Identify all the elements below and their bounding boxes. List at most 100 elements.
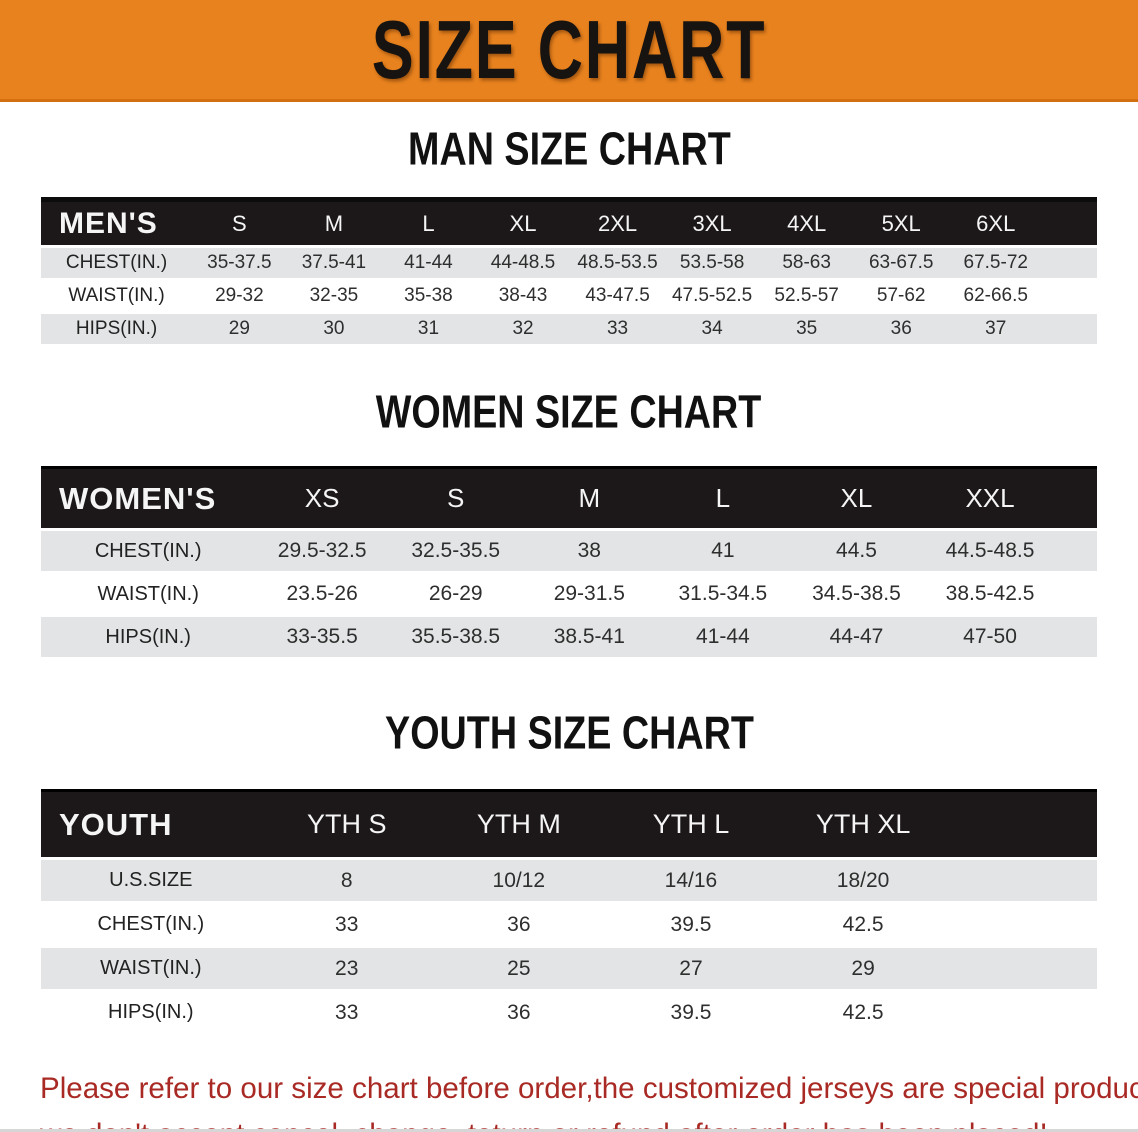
measurement-value-cell: 35 [759, 312, 854, 347]
measurement-value-cell: 38.5-41 [522, 615, 657, 660]
group-label: WOMEN'S [41, 466, 256, 531]
measurement-row-label: WAIST(IN.) [41, 572, 256, 617]
header-spacer [1043, 197, 1097, 248]
size-column-header: 3XL [664, 197, 760, 248]
measurement-value-cell: 41-44 [381, 246, 476, 281]
measurement-row: WAIST(IN.) 29-32 32-35 35-38 38-43 43-47.5 47.… [41, 279, 1097, 314]
measurement-row: HIPS(IN.) 33 36 39.5 42.5 [41, 990, 1097, 1036]
measurement-value-cell: 31 [381, 312, 476, 347]
measurement-value-cell: 41-44 [656, 615, 790, 660]
measurement-value-cell: 31.5-34.5 [656, 572, 790, 617]
measurement-row-label: WAIST(IN.) [41, 279, 193, 314]
measurement-value-cell: 41 [656, 529, 790, 574]
size-column-header: M [522, 466, 657, 531]
men-size-section: MAN SIZE CHART MEN'S S M L XL 2XL 3XL 4XL 5XL 6XL… [0, 123, 1138, 347]
measurement-value-cell: 42.5 [777, 990, 950, 1036]
row-spacer [1056, 572, 1097, 617]
row-spacer [1043, 246, 1097, 281]
measurement-value-cell: 37.5-41 [286, 246, 382, 281]
measurement-value-cell: 57-62 [853, 279, 949, 314]
row-spacer [949, 858, 1097, 904]
measurement-value-cell: 26-29 [388, 572, 523, 617]
size-column-header: YTH XL [777, 789, 950, 860]
measurement-row-label: HIPS(IN.) [41, 990, 261, 1036]
order-notice-line-1: Please refer to our size chart before or… [40, 1072, 1138, 1105]
measurement-row: CHEST(IN.) 35-37.5 37.5-41 41-44 44-48.5 48.5… [41, 246, 1097, 281]
row-spacer [1043, 279, 1097, 314]
youth-size-section: YOUTH SIZE CHART YOUTH YTH S YTH M YTH L YTH… [0, 707, 1138, 1036]
size-column-header: YTH L [604, 789, 778, 860]
measurement-value-cell: 32.5-35.5 [388, 529, 523, 574]
measurement-value-cell: 47.5-52.5 [664, 279, 760, 314]
row-spacer [949, 990, 1097, 1036]
size-column-header: L [381, 197, 476, 248]
measurement-row: U.S.SIZE 8 10/12 14/16 18/20 [41, 858, 1097, 904]
measurement-value-cell: 36 [853, 312, 949, 347]
measurement-row: WAIST(IN.) 23.5-26 26-29 29-31.5 31.5-34.5 34… [41, 572, 1097, 617]
group-label: YOUTH [41, 789, 261, 860]
measurement-value-cell: 67.5-72 [948, 246, 1044, 281]
size-column-header: 5XL [853, 197, 949, 248]
measurement-row-label: HIPS(IN.) [41, 312, 193, 347]
measurement-value-cell: 29-32 [192, 279, 287, 314]
measurement-value-cell: 35-38 [381, 279, 476, 314]
measurement-row-label: CHEST(IN.) [41, 529, 256, 574]
size-column-header: S [388, 466, 523, 531]
measurement-value-cell: 52.5-57 [759, 279, 854, 314]
measurement-value-cell: 39.5 [604, 902, 778, 948]
measurement-value-cell: 30 [286, 312, 382, 347]
measurement-row-label: CHEST(IN.) [41, 902, 261, 948]
measurement-value-cell: 43-47.5 [570, 279, 665, 314]
size-column-header: 2XL [570, 197, 665, 248]
measurement-row: HIPS(IN.) 33-35.5 35.5-38.5 38.5-41 41-44 44-… [41, 615, 1097, 660]
row-spacer [1056, 615, 1097, 660]
measurement-value-cell: 29 [192, 312, 287, 347]
size-column-header: XL [789, 466, 924, 531]
women-size-table: WOMEN'S XS S M L XL XXL CHEST(IN.) 29.5-32.5 32.5… [41, 466, 1097, 660]
order-notice: Please refer to our size chart before or… [40, 1066, 1138, 1132]
measurement-value-cell: 23.5-26 [255, 572, 389, 617]
measurement-value-cell: 44.5-48.5 [923, 529, 1057, 574]
header-spacer [949, 789, 1097, 860]
youth-section-title: YOUTH SIZE CHART [384, 707, 754, 759]
measurement-value-cell: 44-48.5 [475, 246, 571, 281]
measurement-value-cell: 33 [260, 990, 433, 1036]
size-column-header: M [286, 197, 382, 248]
group-label: MEN'S [41, 197, 193, 248]
measurement-row: WAIST(IN.) 23 25 27 29 [41, 946, 1097, 992]
size-column-header: YTH S [260, 789, 433, 860]
size-header-row: YOUTH YTH S YTH M YTH L YTH XL [41, 789, 1097, 860]
measurement-value-cell: 62-66.5 [948, 279, 1044, 314]
measurement-row: CHEST(IN.) 29.5-32.5 32.5-35.5 38 41 44.5 44.5… [41, 529, 1097, 574]
measurement-value-cell: 37 [948, 312, 1044, 347]
measurement-value-cell: 38-43 [475, 279, 571, 314]
measurement-value-cell: 18/20 [777, 858, 950, 904]
size-column-header: L [656, 466, 790, 531]
measurement-value-cell: 44-47 [789, 615, 924, 660]
women-size-section: WOMEN SIZE CHART WOMEN'S XS S M L XL XXL CHEST(… [0, 386, 1138, 660]
size-column-header: XXL [923, 466, 1057, 531]
measurement-value-cell: 10/12 [432, 858, 605, 904]
measurement-value-cell: 34.5-38.5 [789, 572, 924, 617]
measurement-value-cell: 23 [260, 946, 433, 992]
bottom-edge-strip [0, 1129, 1138, 1132]
measurement-value-cell: 34 [664, 312, 760, 347]
measurement-value-cell: 47-50 [923, 615, 1057, 660]
header-spacer [1056, 466, 1097, 531]
banner-title: SIZE CHART [371, 3, 767, 96]
row-spacer [1056, 529, 1097, 574]
measurement-value-cell: 29-31.5 [522, 572, 657, 617]
measurement-value-cell: 35-37.5 [192, 246, 287, 281]
measurement-value-cell: 39.5 [604, 990, 778, 1036]
measurement-value-cell: 33 [570, 312, 665, 347]
size-column-header: 4XL [759, 197, 854, 248]
measurement-row-label: WAIST(IN.) [41, 946, 261, 992]
measurement-value-cell: 36 [432, 902, 605, 948]
size-column-header: 6XL [948, 197, 1044, 248]
measurement-value-cell: 27 [604, 946, 778, 992]
men-section-title: MAN SIZE CHART [407, 123, 731, 175]
row-spacer [1043, 312, 1097, 347]
men-size-table: MEN'S S M L XL 2XL 3XL 4XL 5XL 6XL CHEST(IN.) 35-37… [41, 197, 1097, 347]
measurement-value-cell: 14/16 [604, 858, 778, 904]
youth-size-table: YOUTH YTH S YTH M YTH L YTH XL U.S.SIZE 8 10/12… [41, 789, 1097, 1036]
